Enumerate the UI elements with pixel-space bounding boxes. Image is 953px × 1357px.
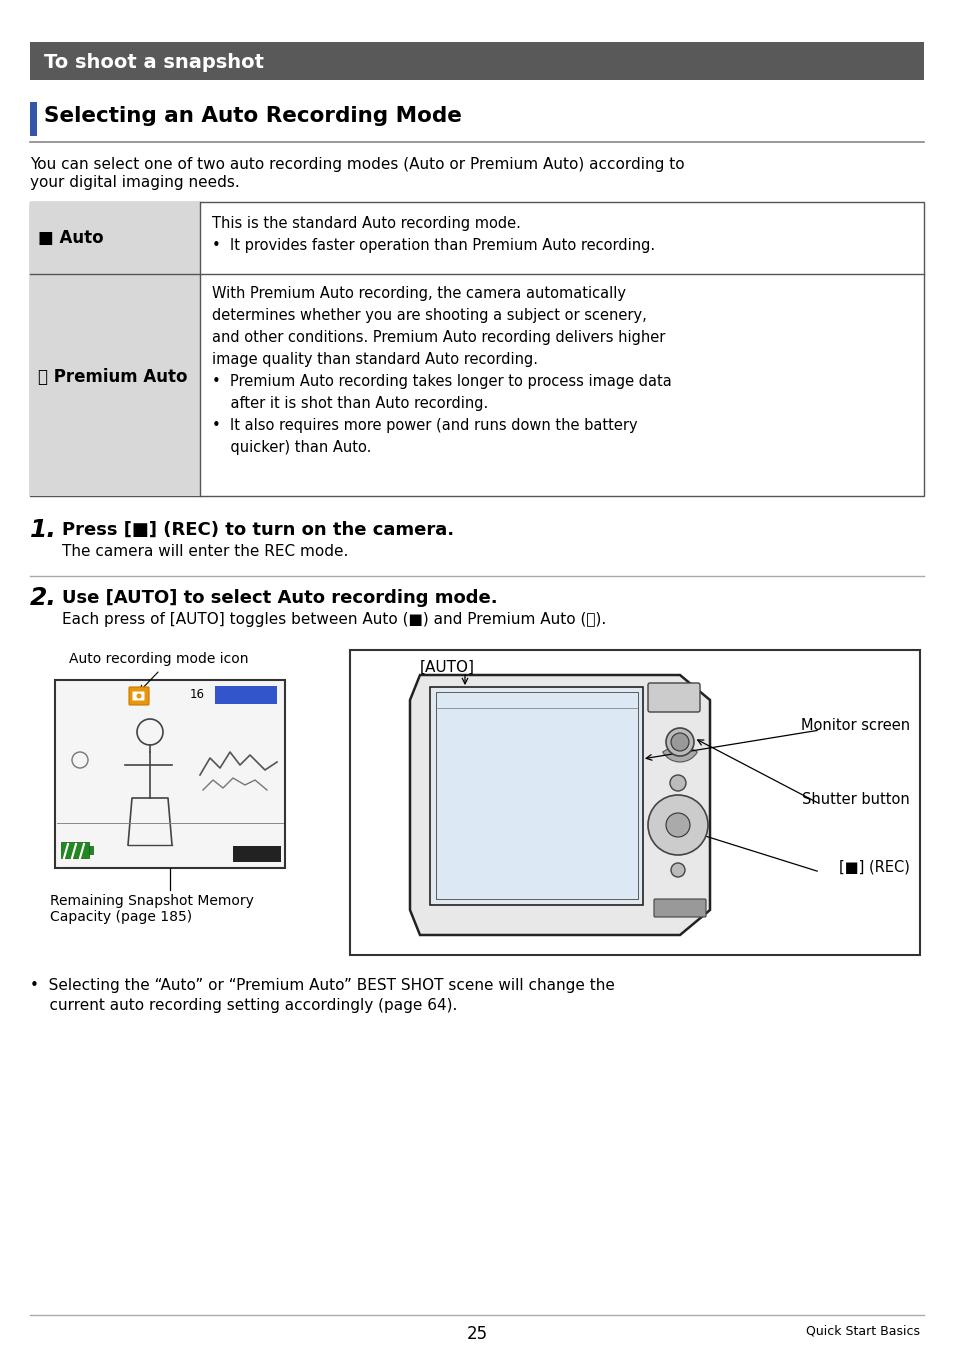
- Circle shape: [669, 775, 685, 791]
- FancyBboxPatch shape: [350, 650, 919, 955]
- FancyBboxPatch shape: [30, 274, 200, 497]
- Text: With Premium Auto recording, the camera automatically: With Premium Auto recording, the camera …: [212, 286, 625, 301]
- Text: •  Premium Auto recording takes longer to process image data: • Premium Auto recording takes longer to…: [212, 375, 671, 389]
- FancyBboxPatch shape: [654, 898, 705, 917]
- Text: Quick Start Basics: Quick Start Basics: [805, 1324, 919, 1338]
- Circle shape: [136, 693, 141, 699]
- Circle shape: [665, 813, 689, 837]
- Text: 25: 25: [466, 1324, 487, 1343]
- Text: Remaining Snapshot Memory
Capacity (page 185): Remaining Snapshot Memory Capacity (page…: [50, 894, 253, 924]
- FancyBboxPatch shape: [55, 680, 285, 868]
- Text: [■] (REC): [■] (REC): [839, 860, 909, 875]
- Text: To shoot a snapshot: To shoot a snapshot: [44, 53, 264, 72]
- Text: Shutter button: Shutter button: [801, 792, 909, 807]
- Polygon shape: [410, 674, 709, 935]
- Text: determines whether you are shooting a subject or scenery,: determines whether you are shooting a su…: [212, 308, 646, 323]
- Text: This is the standard Auto recording mode.: This is the standard Auto recording mode…: [212, 216, 520, 231]
- Text: ■ Auto: ■ Auto: [38, 229, 104, 247]
- Wedge shape: [662, 742, 697, 763]
- Text: 1980: 1980: [236, 847, 265, 858]
- FancyBboxPatch shape: [61, 841, 89, 858]
- Text: 1.: 1.: [30, 518, 57, 541]
- Text: Press [■] (REC) to turn on the camera.: Press [■] (REC) to turn on the camera.: [62, 521, 454, 539]
- FancyBboxPatch shape: [30, 42, 923, 80]
- Text: VGA: VGA: [243, 687, 265, 697]
- Text: image quality than standard Auto recording.: image quality than standard Auto recordi…: [212, 351, 537, 366]
- Text: •  It provides faster operation than Premium Auto recording.: • It provides faster operation than Prem…: [212, 237, 655, 252]
- FancyBboxPatch shape: [129, 687, 149, 706]
- FancyBboxPatch shape: [430, 687, 643, 905]
- Text: Each press of [AUTO] toggles between Auto (■) and Premium Auto (Ⓡ).: Each press of [AUTO] toggles between Aut…: [62, 612, 605, 627]
- FancyBboxPatch shape: [436, 692, 638, 898]
- Text: 2.: 2.: [30, 586, 57, 611]
- Text: Ⓡ Premium Auto: Ⓡ Premium Auto: [38, 368, 188, 385]
- Text: 16M: 16M: [216, 687, 239, 697]
- Text: •  It also requires more power (and runs down the battery: • It also requires more power (and runs …: [212, 418, 637, 433]
- Text: your digital imaging needs.: your digital imaging needs.: [30, 175, 239, 190]
- Text: Use [AUTO] to select Auto recording mode.: Use [AUTO] to select Auto recording mode…: [62, 589, 497, 607]
- Circle shape: [665, 727, 693, 756]
- Text: after it is shot than Auto recording.: after it is shot than Auto recording.: [212, 396, 488, 411]
- Circle shape: [670, 863, 684, 877]
- FancyBboxPatch shape: [30, 202, 200, 274]
- Text: Auto recording mode icon: Auto recording mode icon: [69, 651, 248, 666]
- Text: Selecting an Auto Recording Mode: Selecting an Auto Recording Mode: [44, 106, 461, 126]
- FancyBboxPatch shape: [30, 102, 37, 136]
- FancyBboxPatch shape: [233, 845, 281, 862]
- FancyBboxPatch shape: [89, 845, 92, 854]
- FancyBboxPatch shape: [132, 692, 144, 700]
- Circle shape: [670, 733, 688, 750]
- Text: [AUTO]: [AUTO]: [419, 660, 475, 674]
- FancyBboxPatch shape: [214, 687, 276, 704]
- Text: The camera will enter the REC mode.: The camera will enter the REC mode.: [62, 544, 348, 559]
- Text: •  Selecting the “Auto” or “Premium Auto” BEST SHOT scene will change the: • Selecting the “Auto” or “Premium Auto”…: [30, 978, 615, 993]
- FancyBboxPatch shape: [647, 683, 700, 712]
- Text: You can select one of two auto recording modes (Auto or Premium Auto) according : You can select one of two auto recording…: [30, 157, 684, 172]
- Text: 16: 16: [190, 688, 205, 702]
- Circle shape: [647, 795, 707, 855]
- Text: current auto recording setting accordingly (page 64).: current auto recording setting according…: [30, 997, 456, 1012]
- FancyBboxPatch shape: [30, 202, 923, 497]
- Text: and other conditions. Premium Auto recording delivers higher: and other conditions. Premium Auto recor…: [212, 330, 664, 345]
- Text: quicker) than Auto.: quicker) than Auto.: [212, 440, 371, 455]
- Text: Monitor screen: Monitor screen: [800, 718, 909, 733]
